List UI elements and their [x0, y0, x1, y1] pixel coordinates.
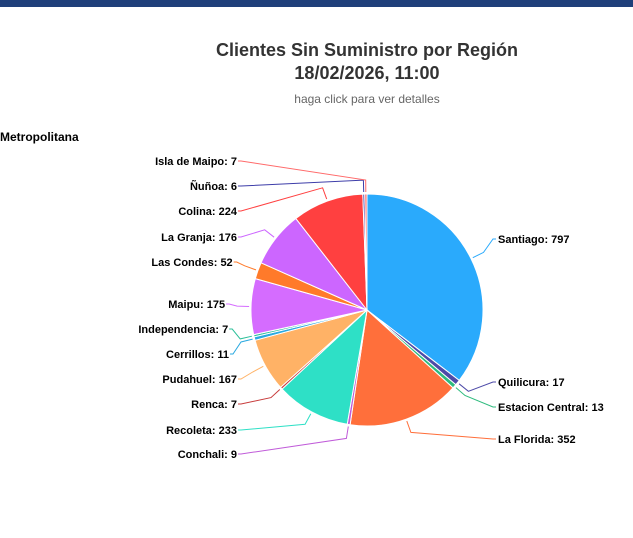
connector-isla-de-maipo [238, 160, 367, 193]
pie-slice-colina[interactable] [295, 193, 368, 312]
label-connectors [226, 160, 496, 455]
connector-nunoa [238, 179, 365, 193]
data-label-cerrillos[interactable]: Cerrillos: 11 [166, 349, 229, 361]
chart-title: Clientes Sin Suministro por Región [215, 40, 519, 60]
chart-subtitle: haga click para ver detalles [294, 92, 440, 106]
data-label-la-florida[interactable]: La Florida: 352 [498, 434, 576, 446]
connector-maipu [226, 303, 250, 307]
pie-slices [250, 193, 484, 427]
connector-quilicura [458, 381, 496, 392]
data-label-quilicura[interactable]: Quilicura: 17 [498, 377, 565, 389]
pie-slice-la-florida[interactable] [349, 309, 454, 427]
data-label-nunoa[interactable]: Ñuñoa: 6 [190, 180, 237, 193]
series-name-label: Metropolitana [0, 130, 79, 144]
connector-colina [238, 187, 328, 212]
chart-title-datetime: 18/02/2026, 11:00 [294, 63, 440, 83]
pie-slice-santiago[interactable] [366, 193, 484, 382]
data-label-renca[interactable]: Renca: 7 [191, 399, 237, 411]
pie-slice-recoleta[interactable] [281, 308, 368, 425]
data-label-recoleta[interactable]: Recoleta: 233 [166, 425, 237, 437]
connector-la-granja [238, 229, 275, 238]
connector-recoleta [238, 413, 312, 431]
connector-conchali [238, 426, 349, 455]
connector-estacion-central [455, 387, 496, 408]
data-label-colina[interactable]: Colina: 224 [178, 206, 238, 218]
data-label-la-granja[interactable]: La Granja: 176 [161, 232, 237, 244]
data-label-pudahuel[interactable]: Pudahuel: 167 [162, 374, 237, 386]
connector-renca [238, 389, 281, 405]
data-label-maipu[interactable]: Maipu: 175 [168, 299, 225, 311]
connector-las-condes [233, 261, 257, 271]
data-label-conchali[interactable]: Conchali: 9 [178, 449, 237, 461]
connector-cerrillos [230, 338, 253, 355]
data-label-santiago[interactable]: Santiago: 797 [498, 234, 570, 246]
connector-santiago [472, 238, 496, 259]
connector-independencia [229, 328, 253, 340]
data-label-independencia[interactable]: Independencia: 7 [138, 324, 228, 336]
data-label-estacion-central[interactable]: Estacion Central: 13 [498, 402, 604, 414]
data-label-las-condes[interactable]: Las Condes: 52 [151, 257, 232, 269]
connector-pudahuel [238, 365, 264, 380]
data-label-isla-de-maipo[interactable]: Isla de Maipo: 7 [155, 156, 237, 168]
connector-la-florida [406, 420, 496, 440]
top-bar [0, 0, 633, 7]
pie-slice-isla-de-maipo[interactable] [364, 193, 368, 311]
data-labels: Santiago: 797 Quilicura: 17 Estacion Centr… [138, 156, 603, 461]
